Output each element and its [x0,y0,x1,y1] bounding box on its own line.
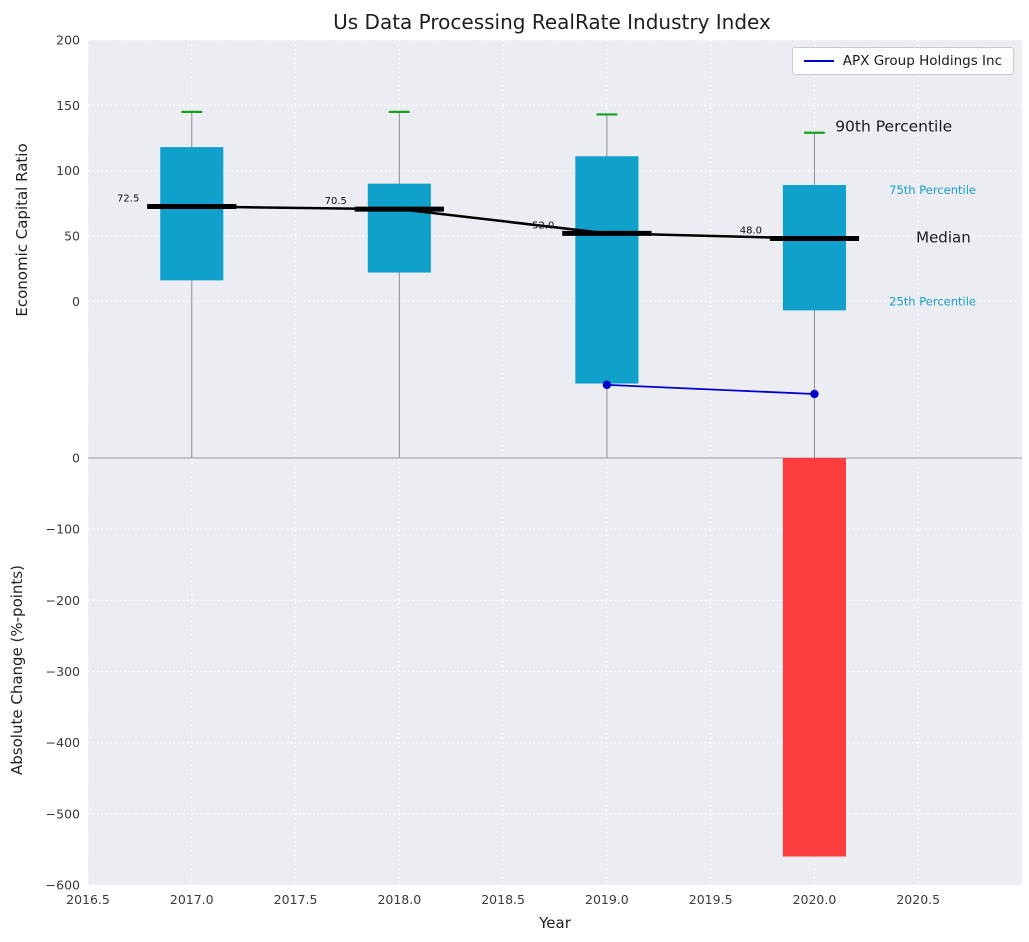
panel-bottom-background [88,458,1022,885]
y-tick-label-top: 50 [64,228,80,243]
x-tick-label: 2018.0 [377,892,421,907]
iqr-box [782,184,846,311]
y-axis-label-top: Economic Capital Ratio [13,143,31,316]
x-tick-label: 2016.5 [66,892,110,907]
x-tick-label: 2019.0 [585,892,629,907]
iqr-box [575,156,639,384]
median-value-label: 48.0 [740,226,762,237]
legend-label: APX Group Holdings Inc [842,53,1002,69]
x-tick-label: 2020.0 [793,892,837,907]
median-value-label: 72.5 [117,194,139,205]
legend: APX Group Holdings Inc [791,47,1014,75]
x-tick-label: 2017.5 [274,892,318,907]
median-trend-line [191,205,815,240]
company-point [810,389,819,399]
percentile-annotation: 90th Percentile [835,118,952,136]
company-line [606,383,815,395]
y-tick-label-bottom: −300 [46,664,80,679]
median-value-label: 52.0 [532,220,554,231]
y-tick-label-bottom: −100 [46,522,80,537]
panel-top-background [88,40,1022,458]
x-tick-label: 2018.5 [481,892,525,907]
iqr-box [160,147,224,281]
percentile-annotation: 75th Percentile [889,183,976,197]
x-tick-label: 2019.5 [689,892,733,907]
change-bar [782,458,846,857]
percentile-annotation: Median [916,228,971,246]
x-tick-label: 2017.0 [170,892,214,907]
y-axis-label-bottom: Absolute Change (%-points) [8,565,26,775]
chart-title: Us Data Processing RealRate Industry Ind… [333,10,771,34]
y-tick-label-bottom: −200 [46,593,80,608]
x-tick-label: 2020.5 [896,892,940,907]
company-point [602,380,612,390]
percentile-annotation: 25th Percentile [889,294,976,308]
y-tick-label-bottom: 0 [72,451,80,466]
y-tick-label-bottom: −500 [46,806,80,821]
y-tick-label-top: 0 [72,294,80,309]
y-tick-label-bottom: −600 [46,878,80,893]
chart-layers: 72.5 70.5 52.0 48.0 200 150 100 50 0 0 −100 −200 −30… [46,33,1022,907]
y-tick-label-top: 200 [56,33,80,48]
y-tick-label-top: 150 [56,98,80,113]
iqr-box [367,183,431,273]
x-axis-label: Year [538,914,572,932]
y-tick-label-bottom: −400 [46,735,80,750]
median-value-label: 70.5 [325,196,347,207]
legend-line-sample [803,60,834,62]
y-tick-label-top: 100 [56,163,80,178]
